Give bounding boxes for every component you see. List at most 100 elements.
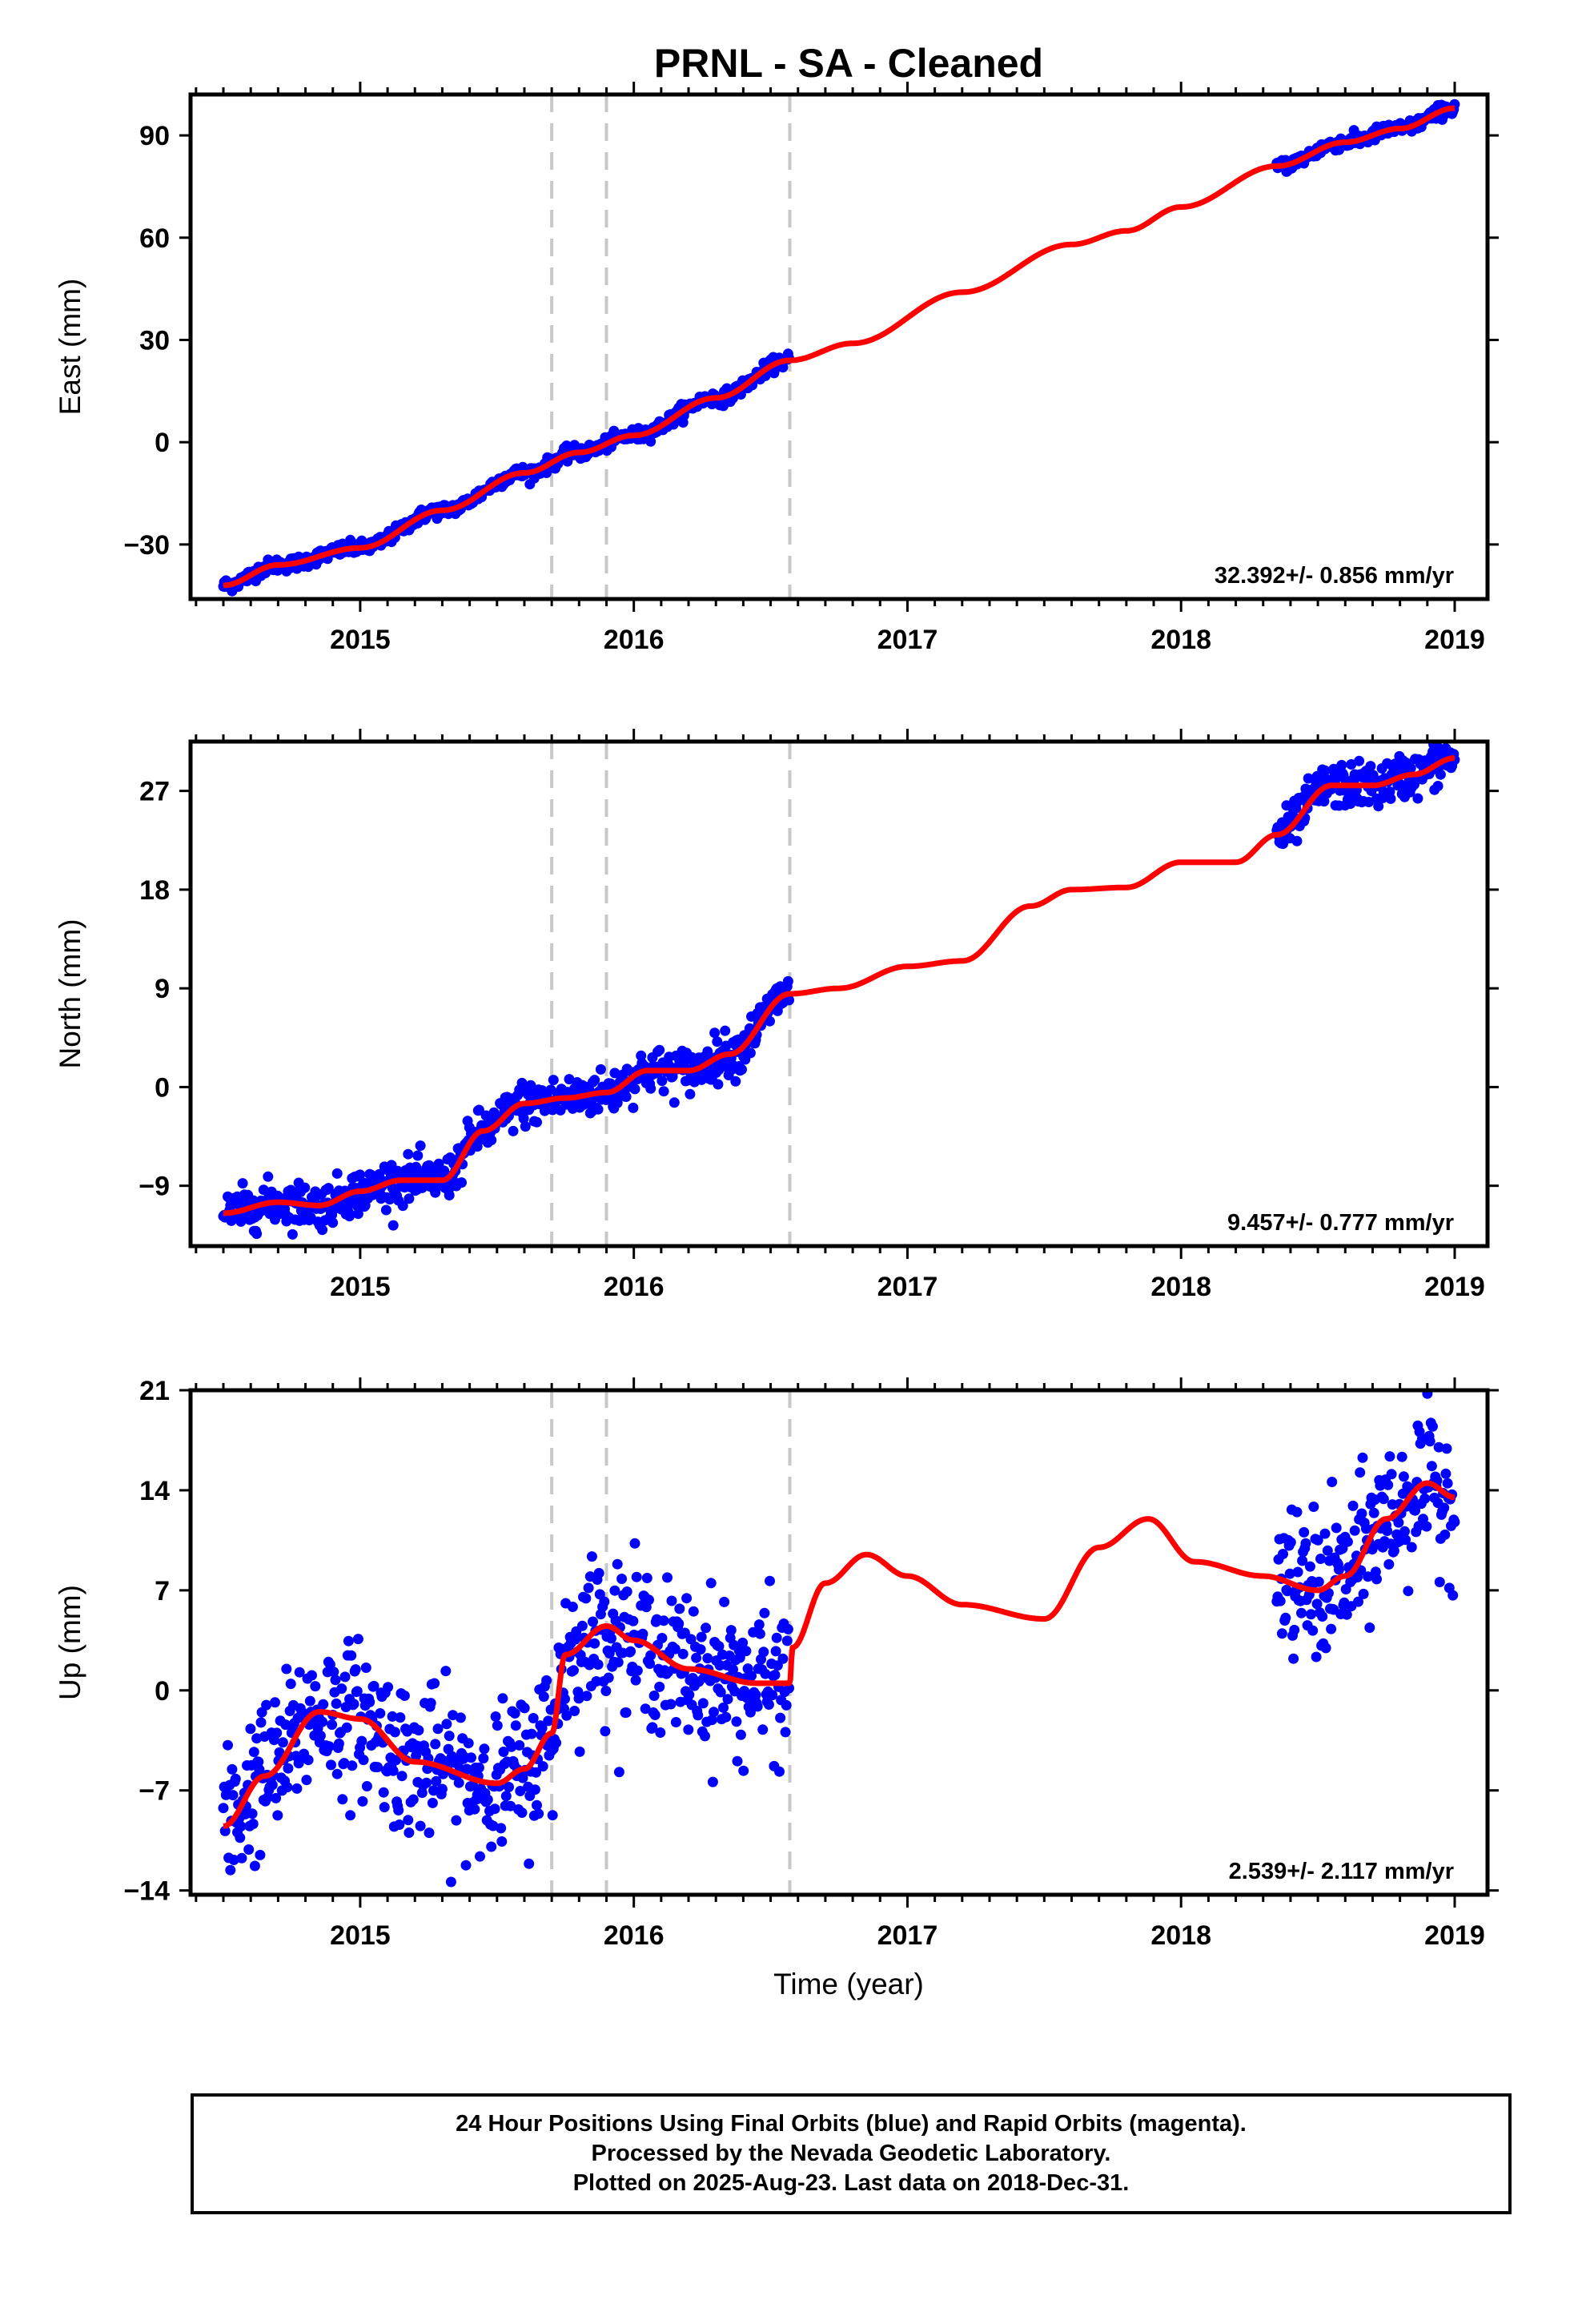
data-point xyxy=(1364,1622,1375,1633)
data-point xyxy=(600,1726,611,1737)
data-point xyxy=(681,1593,693,1604)
data-point xyxy=(393,1805,404,1815)
model-fit-line-east xyxy=(221,105,1457,589)
data-point xyxy=(581,1691,592,1702)
data-point xyxy=(595,1063,606,1075)
data-point xyxy=(328,1667,339,1678)
plot-frame-up xyxy=(188,1388,1490,1897)
data-point xyxy=(1363,1571,1374,1582)
data-point xyxy=(1406,1542,1417,1553)
data-point xyxy=(469,1803,480,1815)
data-point xyxy=(1383,1479,1394,1490)
footer-line-3: Plotted on 2025-Aug-23. Last data on 201… xyxy=(572,2170,1130,2196)
data-point xyxy=(574,1746,585,1757)
data-point xyxy=(700,1731,710,1742)
data-point xyxy=(730,1076,741,1087)
data-point xyxy=(683,1724,694,1735)
x-tick-label: 2017 xyxy=(877,1920,938,1951)
data-point xyxy=(219,1825,231,1836)
data-point xyxy=(767,1690,778,1701)
data-point xyxy=(1433,1441,1444,1453)
data-point xyxy=(270,1697,280,1708)
data-point xyxy=(500,1791,512,1802)
data-point xyxy=(718,1702,729,1713)
data-point xyxy=(345,1810,356,1821)
data-point xyxy=(1342,1536,1353,1547)
data-point xyxy=(588,1616,598,1627)
data-point xyxy=(662,1572,673,1583)
data-point xyxy=(395,1712,406,1723)
data-point xyxy=(567,1602,578,1612)
data-point xyxy=(282,1782,293,1793)
x-tick-label: 2016 xyxy=(604,1920,665,1951)
data-point xyxy=(310,1681,321,1692)
chart-title: PRNL - SA - Cleaned xyxy=(654,41,1043,86)
data-point xyxy=(738,1765,749,1776)
data-point xyxy=(1341,1609,1352,1620)
data-point xyxy=(1432,781,1443,791)
data-points-up xyxy=(218,1390,1460,1895)
data-point xyxy=(1327,1477,1338,1487)
data-point xyxy=(570,1634,581,1645)
data-point xyxy=(378,1787,389,1798)
data-point xyxy=(586,1551,597,1562)
data-point xyxy=(253,1756,264,1767)
y-tick-label: 14 xyxy=(139,1476,170,1506)
data-point xyxy=(770,1646,781,1657)
data-point xyxy=(468,1780,479,1791)
data-point xyxy=(475,1851,485,1862)
data-point xyxy=(453,1777,464,1788)
data-point xyxy=(1313,1576,1324,1587)
data-point xyxy=(564,1074,575,1085)
data-point xyxy=(346,1650,357,1661)
data-point xyxy=(1393,1517,1404,1528)
data-point xyxy=(227,1763,238,1775)
data-point xyxy=(1385,793,1396,804)
x-tick-label: 2017 xyxy=(877,1272,938,1302)
data-point xyxy=(299,1182,311,1193)
data-point xyxy=(697,1698,709,1709)
data-point xyxy=(769,1670,781,1680)
data-point xyxy=(352,1634,363,1645)
data-point xyxy=(1422,1390,1433,1399)
data-point xyxy=(1439,1529,1451,1540)
data-point xyxy=(1388,1546,1399,1556)
data-point xyxy=(771,1632,782,1643)
data-point xyxy=(628,1615,639,1626)
data-point xyxy=(600,1686,612,1696)
data-point xyxy=(235,1821,247,1832)
y-axis-label-up: Up (mm) xyxy=(54,1585,86,1700)
x-tick-label: 2016 xyxy=(604,625,665,655)
data-point xyxy=(782,1623,793,1634)
data-point xyxy=(721,1711,732,1723)
data-point xyxy=(583,1582,594,1594)
data-point xyxy=(658,1615,669,1626)
data-point xyxy=(732,1755,743,1767)
data-point xyxy=(576,1620,588,1631)
data-point xyxy=(1447,1590,1459,1601)
data-point xyxy=(526,1728,537,1739)
data-point xyxy=(706,1715,717,1726)
data-point xyxy=(620,1092,632,1102)
data-point xyxy=(416,1182,428,1193)
data-point xyxy=(412,1150,424,1161)
data-point xyxy=(1278,1549,1288,1559)
data-point xyxy=(281,1663,292,1675)
data-point xyxy=(404,1827,415,1838)
data-point xyxy=(1358,1588,1369,1599)
data-point xyxy=(380,1204,391,1216)
data-point xyxy=(482,1794,493,1805)
data-point xyxy=(307,1670,317,1681)
data-point xyxy=(637,1628,648,1639)
data-point xyxy=(228,1855,239,1865)
data-point xyxy=(331,1698,342,1709)
data-point xyxy=(604,1648,615,1659)
y-axis-label-east: East (mm) xyxy=(54,279,86,416)
data-point xyxy=(515,1786,526,1796)
data-point xyxy=(775,1712,786,1723)
data-point xyxy=(777,1653,789,1664)
data-point xyxy=(327,1217,339,1228)
panel-north: −9 0 9 18 27 2015 2016 2017 2018 2019 North (mm) 9.… xyxy=(54,729,1499,1302)
data-point xyxy=(1319,1528,1331,1539)
data-point xyxy=(722,1694,733,1705)
